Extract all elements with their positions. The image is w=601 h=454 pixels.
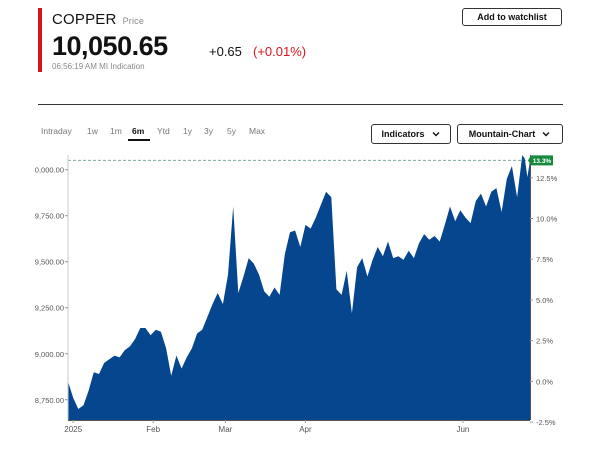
right-tick-label: 10.0%: [536, 214, 558, 223]
price-change-percent: (+0.01%): [253, 44, 307, 59]
range-tab-intraday[interactable]: Intraday: [41, 126, 72, 136]
right-tick-label: 12.5%: [536, 174, 558, 183]
chart-type-label: Mountain-Chart: [468, 129, 536, 139]
symbol-subtitle: Price: [122, 16, 145, 26]
range-tab-ytd[interactable]: Ytd: [157, 126, 170, 136]
timestamp-time: 06:56:19 AM: [52, 62, 97, 71]
x-tick-label: Apr: [299, 425, 312, 434]
indication-label: MI Indication: [99, 62, 145, 71]
left-tick-label: 0,000.00: [35, 166, 64, 175]
chevron-down-icon: [542, 132, 550, 137]
indicators-label: Indicators: [381, 129, 425, 139]
left-tick-label: 8,750.00: [35, 396, 64, 405]
left-tick-label: 9,750.00: [35, 212, 64, 221]
right-tick-label: 2.5%: [536, 337, 553, 346]
range-tab-max[interactable]: Max: [249, 126, 266, 136]
header-divider: [38, 104, 563, 105]
x-tick-label: Mar: [219, 425, 233, 434]
chart-type-dropdown[interactable]: Mountain-Chart: [457, 124, 563, 144]
right-tick-label: 0.0%: [536, 377, 553, 386]
left-tick-label: 9,000.00: [35, 350, 64, 359]
current-value-badge: [528, 155, 553, 166]
range-tab-1y[interactable]: 1y: [183, 126, 192, 136]
left-tick-label: 9,250.00: [35, 304, 64, 313]
right-tick-label: -2.5%: [536, 418, 556, 427]
range-tab-1w[interactable]: 1w: [87, 126, 98, 136]
range-tab-3y[interactable]: 3y: [204, 126, 213, 136]
symbol-name: COPPER: [52, 11, 117, 28]
current-value-badge-label: 13.3%: [533, 158, 552, 165]
add-to-watchlist-button[interactable]: Add to watchlist: [462, 8, 562, 26]
x-tick-label: Jun: [456, 425, 469, 434]
instrument-symbol: COPPER Price: [52, 11, 144, 28]
right-tick-label: 5.0%: [536, 296, 553, 305]
right-tick-label: 7.5%: [536, 255, 553, 264]
range-tab-6m[interactable]: 6m: [132, 126, 145, 136]
indicators-dropdown[interactable]: Indicators: [371, 124, 451, 144]
quote-timestamp: 06:56:19 AM MI Indication: [52, 62, 145, 71]
range-tab-5y[interactable]: 5y: [227, 126, 236, 136]
price-change: +0.65: [209, 44, 242, 59]
accent-bar: [38, 8, 42, 72]
price-chart[interactable]: 0,000.00 9,750.00 9,500.00 9,250.00 9,000.00…: [0, 150, 601, 450]
range-tab-1m[interactable]: 1m: [110, 126, 122, 136]
price-area-series: [68, 155, 530, 420]
last-price: 10,050.65: [52, 31, 168, 61]
left-tick-label: 9,500.00: [35, 258, 64, 267]
chevron-down-icon: [432, 132, 439, 137]
x-tick-label: Feb: [146, 425, 160, 434]
x-tick-label: 2025: [64, 425, 82, 434]
active-range-underline: [128, 139, 150, 141]
